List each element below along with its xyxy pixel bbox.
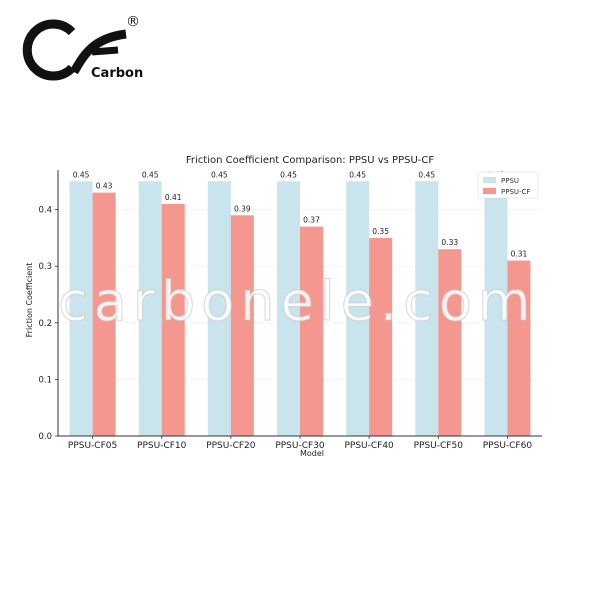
legend-swatch	[483, 177, 496, 183]
x-tick-label: PPSU-CF40	[344, 441, 394, 451]
bar-ppsu-cf-ppsu-cf20	[230, 215, 254, 436]
legend-label: PPSU	[501, 177, 519, 185]
bar-ppsu-cf-ppsu-cf60	[507, 260, 531, 436]
y-axis-label: Friction Coefficient	[25, 263, 34, 338]
data-label: 0.45	[211, 170, 228, 179]
bar-ppsu-cf-ppsu-cf10	[161, 203, 185, 436]
bar-ppsu-ppsu-cf05	[69, 181, 93, 436]
axes: 0.0 0.1 0.2 0.3 0.4 PPSU-CF05 PPSU-CF10 PPSU-CF…	[38, 170, 542, 451]
data-label: 0.31	[511, 250, 528, 259]
x-tick-label: PPSU-CF50	[414, 441, 464, 451]
x-tick-label: PPSU-CF20	[206, 441, 256, 451]
brand-logo: ® Carbon	[22, 14, 143, 81]
data-label: 0.45	[280, 170, 297, 179]
x-axis-label: Model	[300, 449, 324, 458]
y-tick-label: 0.0	[38, 432, 52, 442]
data-label: 0.45	[142, 170, 159, 179]
data-label: 0.45	[73, 170, 90, 179]
data-label: 0.41	[165, 193, 182, 202]
y-tick-label: 0.1	[38, 375, 52, 385]
x-tick-label: PPSU-CF30	[275, 441, 325, 451]
logo-word: Carbon	[91, 66, 143, 81]
data-label: 0.33	[441, 238, 458, 247]
logo-c-shape	[22, 19, 76, 81]
bar-ppsu-ppsu-cf10	[138, 181, 162, 436]
x-tick-label: PPSU-CF05	[68, 441, 117, 451]
data-label: 0.39	[234, 204, 251, 213]
bar-ppsu-cf-ppsu-cf40	[369, 237, 393, 436]
data-label: 0.43	[96, 182, 113, 191]
legend-swatch	[483, 188, 496, 194]
y-tick-label: 0.2	[38, 319, 52, 329]
data-label: 0.37	[303, 216, 320, 225]
bar-ppsu-ppsu-cf30	[277, 181, 300, 436]
bar-ppsu-cf-ppsu-cf05	[92, 192, 116, 436]
bar-ppsu-ppsu-cf60	[484, 181, 508, 436]
bar-ppsu-ppsu-cf20	[207, 181, 231, 436]
x-tick-label: PPSU-CF10	[137, 441, 187, 451]
data-label: 0.45	[349, 170, 366, 179]
bars: 0.45 0.43 0.45 0.41 0.45 0.39 0.45 0.37 0.45 0.35…	[69, 170, 531, 436]
chart-title: Friction Coefficient Comparison: PPSU vs…	[186, 155, 434, 166]
legend-label: PPSU-CF	[501, 188, 530, 196]
bar-ppsu-cf-ppsu-cf50	[438, 249, 462, 436]
y-tick-label: 0.4	[38, 206, 52, 216]
logo-registered-mark: ®	[126, 14, 140, 30]
bar-ppsu-cf-ppsu-cf30	[300, 226, 323, 436]
x-tick-label: PPSU-CF60	[483, 441, 533, 451]
legend: PPSU PPSU-CF	[477, 171, 539, 199]
bar-ppsu-ppsu-cf50	[415, 181, 439, 436]
data-label: 0.45	[418, 170, 435, 179]
logo-f-shape	[70, 29, 127, 75]
bar-ppsu-ppsu-cf40	[346, 181, 370, 436]
y-tick-label: 0.3	[38, 262, 52, 272]
data-label: 0.35	[372, 227, 389, 236]
